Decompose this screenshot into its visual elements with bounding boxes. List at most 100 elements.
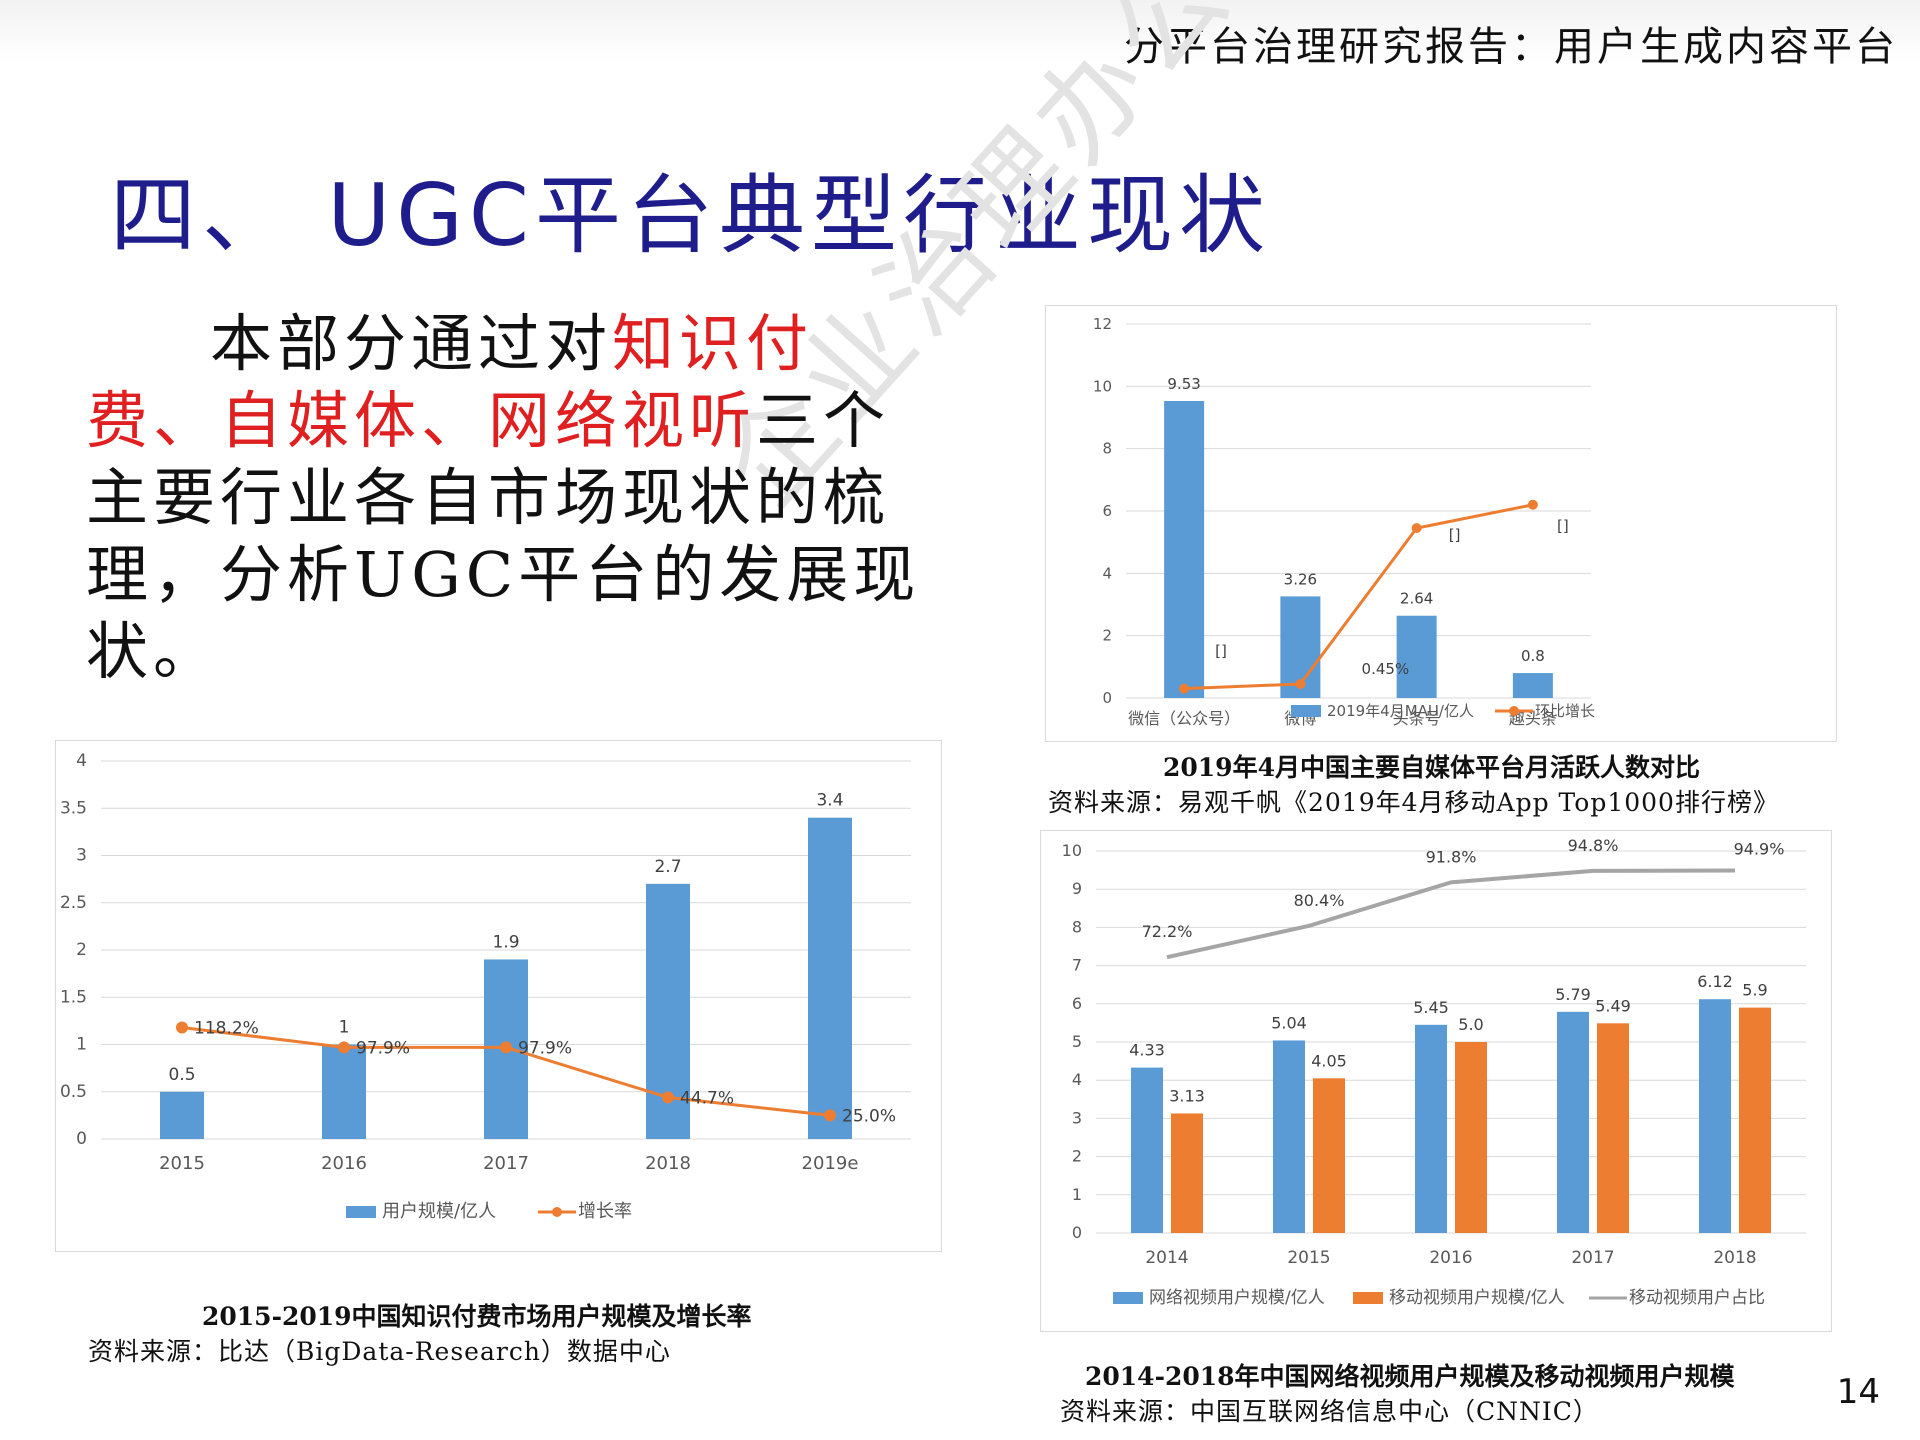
bar <box>1699 999 1731 1233</box>
y-tick-label: 2.5 <box>60 893 87 913</box>
x-tick-label: 2018 <box>1713 1248 1756 1268</box>
x-tick-label: 2019e <box>802 1153 859 1174</box>
legend-label: 环比增长 <box>1535 702 1595 720</box>
legend-label: 移动视频用户占比 <box>1629 1288 1765 1308</box>
x-tick-label: 2015 <box>1287 1248 1330 1268</box>
x-tick-label: 2014 <box>1145 1248 1188 1268</box>
chart-knowledge-caption: 2015-2019中国知识付费市场用户规模及增长率 <box>202 1302 752 1331</box>
intro-paragraph: 本部分通过对知识付费、自媒体、网络视听三个主要行业各自市场现状的梳理，分析UGC… <box>86 305 936 690</box>
legend-label: 用户规模/亿人 <box>382 1201 496 1222</box>
legend-label: 网络视频用户规模/亿人 <box>1149 1288 1325 1308</box>
bar-data-label: 5.49 <box>1595 996 1631 1015</box>
bar-data-label: 5.45 <box>1413 998 1449 1017</box>
bar <box>1597 1023 1629 1233</box>
line-point <box>500 1041 512 1054</box>
line-point <box>1411 523 1422 534</box>
line-data-label: [] <box>1557 517 1569 535</box>
y-tick-label: 1 <box>1072 1185 1082 1204</box>
y-tick-label: 0 <box>76 1129 87 1149</box>
y-tick-label: 4 <box>76 751 87 771</box>
chart-mau-caption: 2019年4月中国主要自媒体平台月活跃人数对比 <box>1163 753 1700 782</box>
bar <box>1557 1011 1589 1233</box>
line-data-label: 0.45% <box>1362 660 1410 678</box>
bar <box>1131 1067 1163 1233</box>
y-tick-label: 1.5 <box>60 987 87 1007</box>
bar-data-label: 4.05 <box>1311 1051 1347 1070</box>
x-tick-label: 2015 <box>159 1153 205 1174</box>
bar-data-label: 5.79 <box>1555 985 1591 1004</box>
y-tick-label: 5 <box>1072 1032 1082 1051</box>
y-tick-label: 0 <box>1102 689 1112 707</box>
line-data-label: 97.9% <box>356 1038 410 1058</box>
x-tick-label: 微信（公众号） <box>1128 709 1240 728</box>
chart-knowledge-source: 资料来源：比达（BigData-Research）数据中心 <box>88 1337 671 1366</box>
chart-video-box: 0 1 2 3 4 5 6 7 8 9 10 2014 2015 2016 2017 2018 4.33 5.04… <box>1040 830 1832 1332</box>
report-header-title: 分平台治理研究报告：用户生成内容平台 <box>1124 24 1898 70</box>
legend-swatch <box>1509 706 1519 716</box>
bar-data-label: 5.04 <box>1271 1013 1307 1032</box>
intro-text-2: 三个主要行业各自市场现状的梳理，分析UGC平台的发展现状。 <box>86 384 921 688</box>
line-data-label: 80.4% <box>1294 891 1345 910</box>
bar <box>1164 400 1205 698</box>
line-point <box>176 1021 188 1034</box>
legend-swatch <box>1113 1292 1143 1304</box>
chart-mau-source: 资料来源：易观千帆《2019年4月移动App Top1000排行榜》 <box>1048 788 1779 817</box>
line-point <box>1527 499 1538 510</box>
legend-swatch <box>1291 705 1321 717</box>
bar <box>322 1044 366 1139</box>
line-data-label: 25.0% <box>842 1106 896 1126</box>
legend-swatch <box>1353 1292 1383 1304</box>
chart-video-source: 资料来源：中国互联网络信息中心（CNNIC） <box>1060 1397 1599 1426</box>
section-title: 四、 UGC平台典型行业现状 <box>110 166 1271 266</box>
line-data-label: [] <box>1215 642 1227 660</box>
bar-data-label: 3.4 <box>816 791 843 811</box>
y-tick-label: 2 <box>1102 627 1112 645</box>
bar-data-label: 6.12 <box>1697 972 1733 991</box>
intro-text-1: 本部分通过对 <box>210 307 613 380</box>
y-tick-label: 1 <box>76 1035 87 1055</box>
intro-highlight-2: 自媒体、网络视听 <box>220 384 757 457</box>
line-data-label: [] <box>1449 526 1461 544</box>
bar <box>808 817 852 1139</box>
x-tick-label: 2017 <box>483 1153 529 1174</box>
legend-swatch <box>552 1207 562 1217</box>
bar <box>1739 1007 1771 1233</box>
y-tick-label: 4 <box>1102 564 1112 582</box>
line-point <box>662 1091 674 1104</box>
legend-label: 移动视频用户规模/亿人 <box>1389 1288 1565 1308</box>
x-tick-label: 2016 <box>1429 1248 1472 1268</box>
line-data-label: 118.2% <box>194 1018 259 1038</box>
y-tick-label: 3 <box>76 846 87 866</box>
x-tick-label: 2018 <box>645 1153 691 1174</box>
bar-data-label: 3.13 <box>1169 1086 1205 1105</box>
bar-data-label: 2.64 <box>1400 590 1433 608</box>
bar-data-label: 2.7 <box>654 857 681 877</box>
series-line <box>1184 503 1534 691</box>
bar <box>1512 673 1553 698</box>
x-tick-label: 趣头条 <box>1509 709 1557 728</box>
y-tick-label: 0 <box>1072 1223 1082 1242</box>
bar <box>1273 1040 1305 1233</box>
line-point <box>1179 683 1190 694</box>
line-data-label: 72.2% <box>1142 922 1193 941</box>
line-point <box>338 1041 350 1054</box>
series-line <box>1166 868 1736 960</box>
y-tick-label: 12 <box>1093 315 1112 333</box>
bar <box>1396 615 1437 698</box>
x-tick-label: 2017 <box>1571 1248 1614 1268</box>
y-tick-label: 8 <box>1072 917 1082 936</box>
intro-highlight-1: 知识付费、 <box>86 307 814 457</box>
chart-mau-box: 0 2 4 6 8 10 12 微信（公众号） 微博 头条号 趣头条 9.53 3.26 2.64 0.8 0… <box>1045 305 1837 742</box>
bar <box>1171 1113 1203 1233</box>
y-tick-label: 2 <box>1072 1147 1082 1166</box>
page-number: 14 <box>1836 1372 1880 1412</box>
legend-swatch <box>346 1206 376 1218</box>
bar <box>1313 1078 1345 1233</box>
chart-knowledge: 0 0.5 1 1.5 2 2.5 3 3.5 4 2015 2016 2017 2018 2019e 0.… <box>60 751 911 1222</box>
bar-data-label: 5.9 <box>1742 981 1767 1000</box>
line-data-label: 44.7% <box>680 1088 734 1108</box>
bar-data-label: 9.53 <box>1167 375 1200 393</box>
x-tick-label: 头条号 <box>1393 709 1441 728</box>
